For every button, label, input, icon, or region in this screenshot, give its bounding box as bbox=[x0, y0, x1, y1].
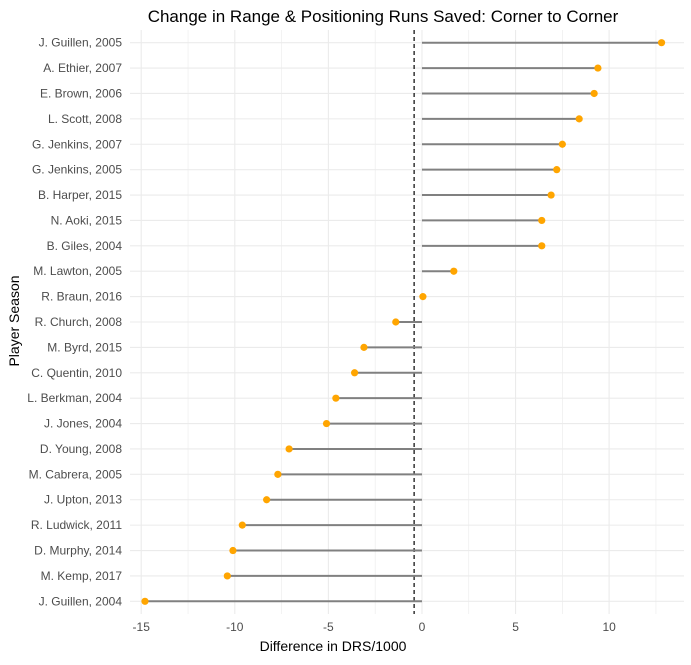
y-tick-label: J. Guillen, 2005 bbox=[39, 36, 123, 50]
x-tick-label: 10 bbox=[602, 620, 616, 634]
x-tick-label: -15 bbox=[133, 620, 151, 634]
y-tick-label: C. Quentin, 2010 bbox=[31, 366, 122, 380]
lollipop-point bbox=[419, 293, 427, 301]
lollipop-point bbox=[238, 521, 246, 529]
y-tick-label: L. Scott, 2008 bbox=[48, 112, 122, 126]
lollipop-point bbox=[274, 470, 282, 478]
y-axis-label: Player Season bbox=[6, 275, 22, 366]
lollipop-point bbox=[450, 267, 458, 275]
y-tick-label: E. Brown, 2006 bbox=[40, 86, 122, 100]
lollipop-point bbox=[392, 318, 400, 326]
y-tick-label: N. Aoki, 2015 bbox=[51, 213, 123, 227]
y-tick-label: G. Jenkins, 2005 bbox=[32, 163, 122, 177]
y-tick-label: R. Church, 2008 bbox=[35, 315, 123, 329]
lollipop-point bbox=[263, 496, 271, 504]
lollipop-point bbox=[538, 216, 546, 225]
y-tick-label: B. Harper, 2015 bbox=[38, 188, 122, 202]
y-tick-label: A. Ethier, 2007 bbox=[43, 61, 122, 75]
x-tick-label: 0 bbox=[419, 620, 426, 634]
lollipop-point bbox=[332, 394, 340, 402]
x-tick-label: -5 bbox=[323, 620, 334, 634]
y-tick-label: L. Berkman, 2004 bbox=[27, 391, 122, 405]
x-tick-label: -10 bbox=[226, 620, 244, 634]
chart-title: Change in Range & Positioning Runs Saved… bbox=[148, 7, 619, 26]
lollipop-point bbox=[575, 115, 583, 123]
y-tick-label: M. Cabrera, 2005 bbox=[29, 467, 123, 481]
y-tick-label: M. Kemp, 2017 bbox=[41, 569, 123, 583]
y-tick-label: J. Guillen, 2004 bbox=[39, 594, 123, 608]
y-tick-label: J. Jones, 2004 bbox=[44, 417, 122, 431]
y-tick-label: D. Murphy, 2014 bbox=[34, 544, 122, 558]
y-tick-label: G. Jenkins, 2007 bbox=[32, 137, 122, 151]
lollipop-point bbox=[285, 445, 293, 453]
x-tick-label: 5 bbox=[512, 620, 519, 634]
y-tick-label: B. Giles, 2004 bbox=[47, 239, 123, 253]
lollipop-point bbox=[229, 546, 237, 555]
lollipop-point bbox=[558, 140, 566, 148]
y-tick-label: R. Braun, 2016 bbox=[41, 290, 122, 304]
lollipop-point bbox=[538, 242, 546, 250]
lollipop-point bbox=[657, 39, 666, 47]
y-tick-label: D. Young, 2008 bbox=[40, 442, 122, 456]
lollipop-point bbox=[553, 166, 561, 174]
y-tick-label: M. Byrd, 2015 bbox=[47, 340, 122, 354]
x-axis-label: Difference in DRS/1000 bbox=[260, 638, 407, 654]
lollipop-point bbox=[141, 597, 149, 605]
lollipop-point bbox=[590, 89, 598, 98]
y-tick-label: J. Upton, 2013 bbox=[44, 493, 122, 507]
lollipop-point bbox=[350, 369, 359, 377]
lollipop-point bbox=[547, 191, 555, 199]
lollipop-point bbox=[322, 419, 331, 428]
y-tick-label: M. Lawton, 2005 bbox=[33, 264, 122, 278]
lollipop-point bbox=[223, 572, 231, 580]
y-tick-label: R. Ludwick, 2011 bbox=[31, 518, 122, 532]
lollipop-point bbox=[594, 64, 602, 72]
lollipop-point bbox=[360, 343, 368, 351]
